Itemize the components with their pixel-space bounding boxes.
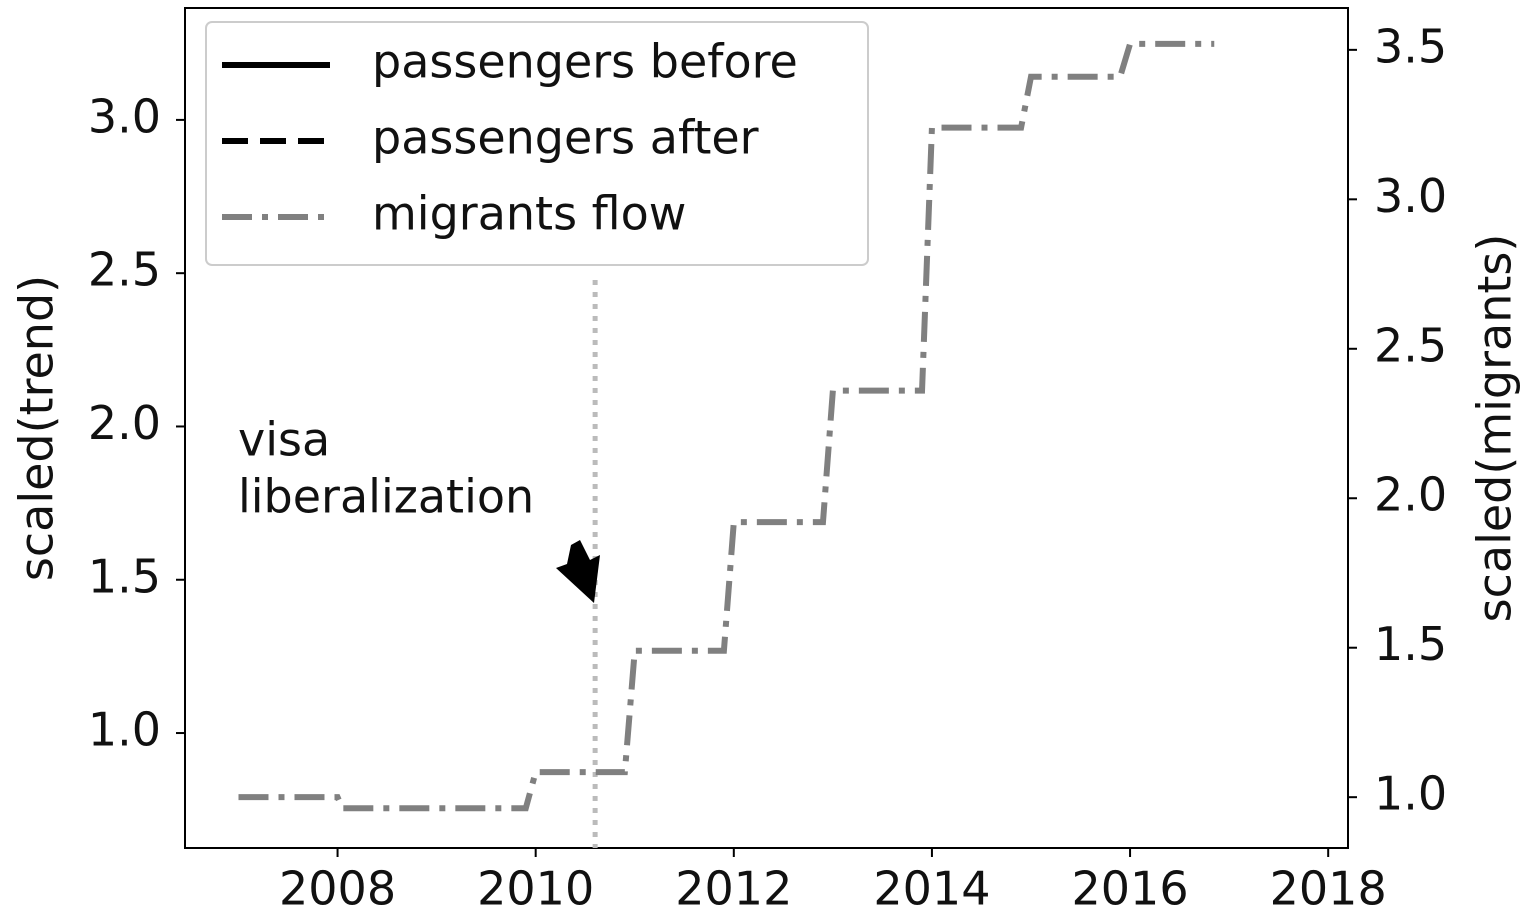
y-tick-label: 1.0: [88, 703, 161, 757]
legend: passengers before passengers after migrant…: [205, 21, 869, 266]
y-axis-label: scaled(trend): [10, 275, 64, 581]
y2-tick-label: 1.0: [1374, 767, 1447, 821]
legend-label: passengers after: [372, 111, 759, 165]
plot-frame: [184, 7, 1349, 849]
y-tick-label: 1.5: [88, 549, 161, 603]
y2-tick-label: 2.0: [1374, 468, 1447, 522]
annotation: liberalization: [238, 470, 534, 524]
y-tick-label: 2.0: [88, 396, 161, 450]
y2-tick-label: 1.5: [1374, 617, 1447, 671]
annotation-arrow: [556, 540, 600, 603]
y2-tick-label: 3.0: [1374, 169, 1447, 223]
annotation: visa: [238, 413, 330, 467]
series-line: [238, 40, 1215, 812]
x-tick-label: 2014: [873, 862, 990, 916]
y2-axis-label: scaled(migrants): [1468, 234, 1522, 623]
x-tick-label: 2008: [279, 862, 396, 916]
legend-label: passengers before: [372, 35, 798, 89]
x-tick-label: 2016: [1072, 862, 1189, 916]
legend-box: [205, 21, 869, 266]
y2-tick-label: 2.5: [1374, 318, 1447, 372]
legend-label: migrants flow: [372, 187, 686, 241]
x-tick-label: 2012: [675, 862, 792, 916]
y-tick-label: 2.5: [88, 243, 161, 297]
x-tick-label: 2018: [1270, 862, 1387, 916]
x-tick-label: 2010: [477, 862, 594, 916]
y-tick-label: 3.0: [88, 89, 161, 143]
y2-tick-label: 3.5: [1374, 19, 1447, 73]
